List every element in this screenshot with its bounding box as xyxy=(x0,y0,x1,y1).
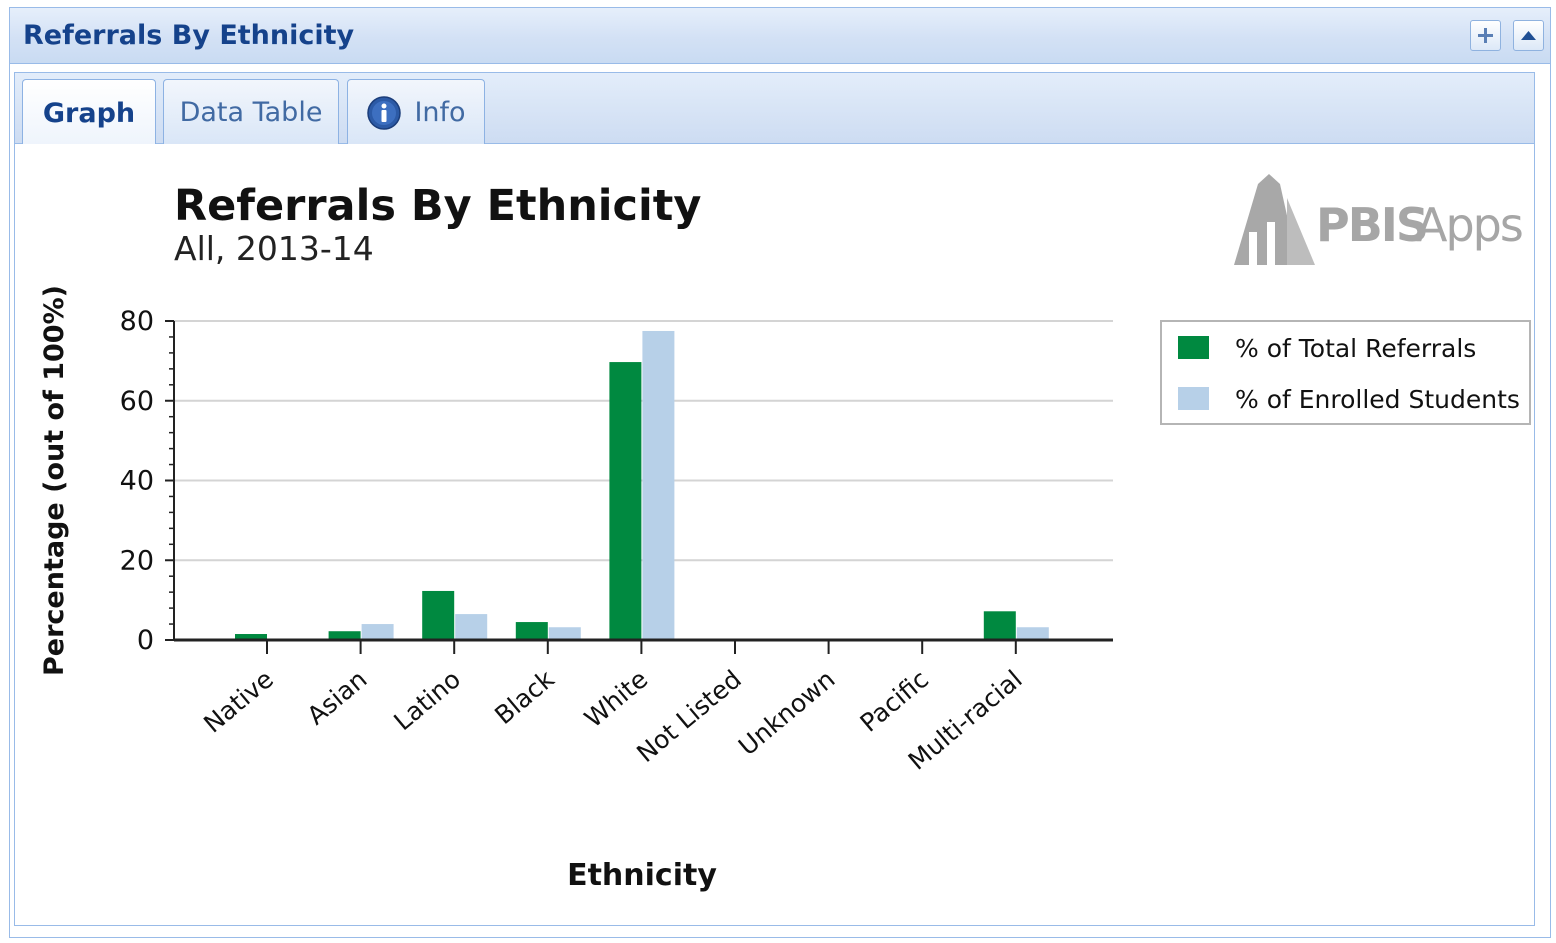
y-axis-label: Percentage (out of 100%) xyxy=(39,285,70,676)
x-tick-label: Latino xyxy=(388,664,466,736)
chart-title: Referrals By Ethnicity xyxy=(174,181,701,231)
collapse-button[interactable] xyxy=(1513,20,1544,51)
panel-title: Referrals By Ethnicity xyxy=(23,20,355,51)
bar-referrals-black xyxy=(515,622,548,640)
x-tick-label: Black xyxy=(489,664,560,730)
x-tick-label: Pacific xyxy=(855,664,935,737)
caret-up-icon xyxy=(1521,31,1536,40)
logo-text-bold: PBIS xyxy=(1316,198,1427,252)
x-tick-label: White xyxy=(579,664,653,733)
logo-text-light: Apps xyxy=(1416,198,1522,252)
legend-label-enrolled: % of Enrolled Students xyxy=(1235,385,1520,414)
bar-referrals-white xyxy=(609,362,642,640)
y-tick-label: 80 xyxy=(120,306,154,337)
tick-labels: 0 20 40 60 80 Native Asian Latino Black WhiteNot … xyxy=(120,306,1028,776)
legend-swatch-enrolled xyxy=(1178,387,1209,410)
expand-button[interactable] xyxy=(1470,20,1501,51)
tab-graph[interactable]: Graph xyxy=(22,79,156,146)
y-tick-label: 40 xyxy=(120,466,154,497)
y-tick-label: 20 xyxy=(120,545,154,576)
tab-info-label: Info xyxy=(414,97,466,128)
tab-data-table-label: Data Table xyxy=(179,97,323,128)
plus-icon xyxy=(1478,28,1493,43)
y-tick-label: 0 xyxy=(137,625,154,656)
bar-enrolled-white xyxy=(642,330,675,640)
legend-label-referrals: % of Total Referrals xyxy=(1235,334,1476,363)
x-tick-label: Not Listed xyxy=(631,664,747,768)
tab-data-table[interactable]: Data Table xyxy=(163,79,339,145)
tab-graph-label: Graph xyxy=(42,97,136,129)
x-tick-label: Unknown xyxy=(733,664,841,761)
bar-referrals-asian xyxy=(328,631,361,640)
chart-svg: Referrals By Ethnicity All, 2013-14 PBIS… xyxy=(39,174,1531,893)
bar-referrals-multi-racial xyxy=(983,611,1016,640)
info-icon xyxy=(367,95,402,130)
bar-enrolled-multi-racial xyxy=(1016,627,1049,640)
tab-strip: Graph Data Table Info xyxy=(14,72,1535,146)
legend-swatch-referrals xyxy=(1178,336,1209,359)
bar-enrolled-latino xyxy=(455,614,488,640)
chart-subtitle: All, 2013-14 xyxy=(174,229,374,268)
bar-referrals-latino xyxy=(422,590,455,640)
pbisapps-logo: PBIS Apps xyxy=(1234,174,1524,266)
x-tick-label: Native xyxy=(198,664,279,738)
tab-info[interactable]: Info xyxy=(347,79,485,145)
panel-header: Referrals By Ethnicity xyxy=(10,8,1550,64)
tab-content-graph: Referrals By Ethnicity All, 2013-14 PBIS… xyxy=(14,144,1535,926)
bar-enrolled-black xyxy=(548,627,581,640)
x-tick-label: Asian xyxy=(302,664,373,730)
bar-enrolled-asian xyxy=(361,624,394,640)
bar-referrals-native xyxy=(235,634,267,640)
bars xyxy=(235,330,1049,640)
x-axis-label: Ethnicity xyxy=(567,858,717,893)
axes xyxy=(165,320,1113,654)
chart-legend: % of Total Referrals % of Enrolled Stude… xyxy=(1160,320,1531,425)
y-tick-label: 60 xyxy=(120,386,154,417)
